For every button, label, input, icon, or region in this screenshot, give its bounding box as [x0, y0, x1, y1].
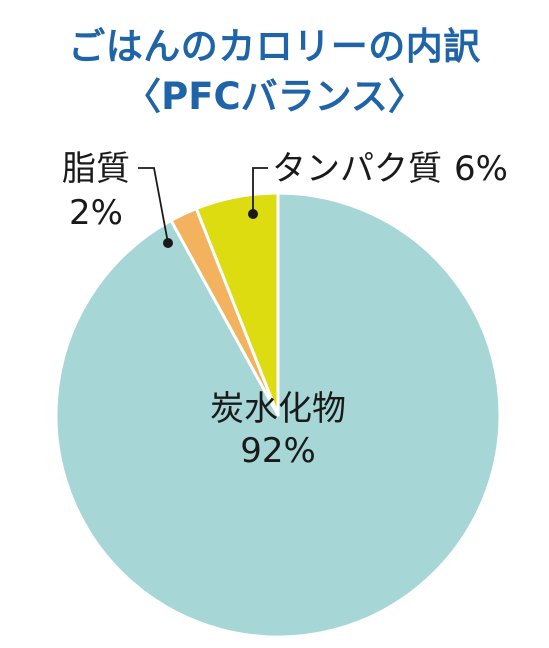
slice-label-fat-value: 2%: [69, 193, 123, 233]
protein-leader-line: [252, 167, 268, 214]
slice-carbs: [54, 191, 502, 639]
protein-leader-dot: [248, 209, 258, 219]
slice-label-protein-name: タンパク質: [272, 149, 442, 189]
slice-label-fat-name: 脂質: [62, 149, 130, 189]
slice-label-protein: タンパク質 6%: [272, 149, 508, 189]
slice-protein: [194, 191, 280, 417]
fat-leader-dot: [163, 238, 173, 248]
slice-label-protein-value: 6%: [454, 149, 508, 189]
slice-label-carbs-name: 炭水化物: [210, 389, 346, 429]
slice-label-carbs-value: 92%: [240, 431, 316, 471]
fat-leader-line: [138, 167, 169, 244]
chart-subtitle: 〈PFCバランス〉: [124, 75, 425, 118]
chart-title: ごはんのカロリーの内訳: [68, 25, 481, 68]
